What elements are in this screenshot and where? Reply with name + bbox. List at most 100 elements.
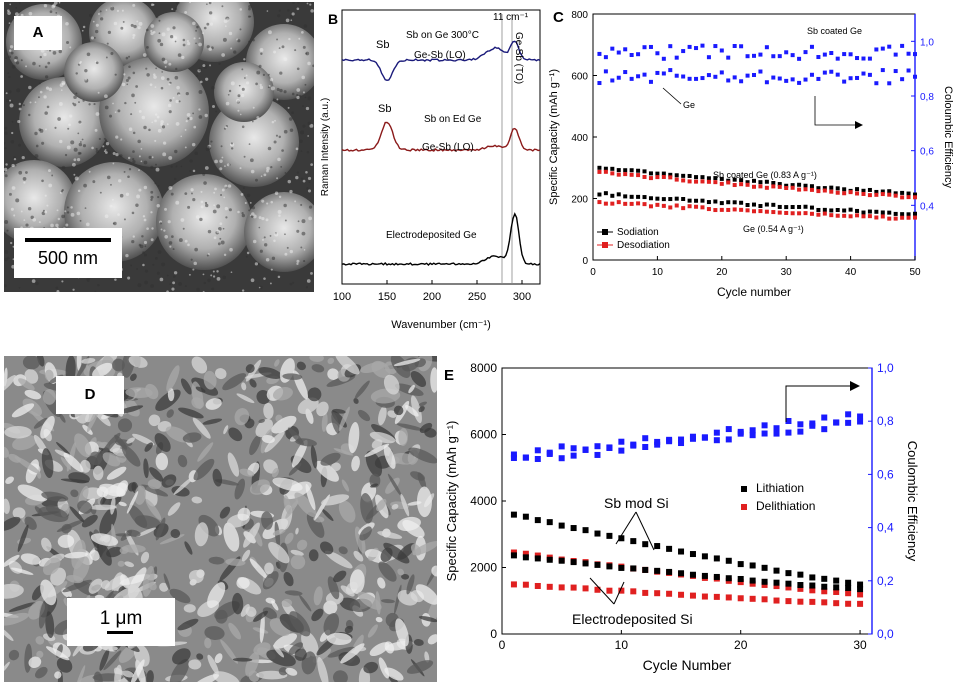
sem-grain [158,32,161,35]
sem-grain [117,213,120,216]
sem-grain [5,163,8,166]
scale-label-d: 1 μm [99,608,143,629]
sem-flake [128,504,148,528]
data-point [713,555,720,562]
sem-flake [178,407,204,419]
sem-grain [58,2,61,4]
sem-grain [161,32,166,37]
data-point [913,215,917,220]
efficiency-point [861,71,866,76]
sem-flake [125,387,153,398]
sem-grain [262,238,264,241]
sem-flake [56,657,73,673]
data-point [749,595,756,602]
sem-flake [205,398,222,410]
sem-grain [188,273,191,276]
sem-grain [110,183,112,186]
sem-grain [95,29,99,34]
sem-grain [84,207,87,210]
sem-grain [94,128,98,132]
annot-sb-on-ge: Sb on Ge 300°C [406,30,479,41]
x-tick-label-b: 100 [333,291,351,303]
sem-flake [384,667,404,681]
sem-flake [291,439,308,468]
efficiency-point [700,76,705,81]
efficiency-point [713,437,720,444]
sem-flake [126,529,141,537]
sem-grain [85,222,90,227]
sem-flake [4,627,14,642]
sem-grain [227,184,232,188]
sem-flake [97,541,112,566]
x-axis-label: Cycle Number [643,657,732,673]
x-tick-label: 10 [615,638,629,652]
data-point [797,582,804,589]
sem-flake [369,431,396,444]
data-point [726,200,731,205]
sem-grain [186,112,191,117]
data-point [913,211,917,216]
sem-grain [184,192,188,196]
sem-grain [215,110,218,113]
data-point [654,567,661,574]
sem-grain [297,2,300,4]
sem-grain [98,137,101,141]
sem-grain [150,165,154,169]
sem-grain [82,144,87,148]
data-point [857,581,864,588]
data-point [790,205,795,210]
sem-grain [224,165,226,168]
sem-grain [55,11,58,14]
sem-grain [248,209,251,212]
sem-grain [105,142,110,146]
sem-flake [377,531,403,539]
sem-flake [296,361,306,371]
sem-grain [15,198,20,203]
x-tick-label-b: 250 [468,291,486,303]
data-point [857,591,864,598]
sem-grain [25,223,29,227]
data-point [674,177,679,182]
sem-flake [12,507,26,519]
sem-grain [191,142,196,147]
sem-flake [353,398,359,404]
sem-grain [258,216,262,219]
sem-grain [221,53,226,57]
sem-grain [233,50,237,54]
sem-grain [136,267,139,270]
sem-grain [225,216,228,219]
sem-grain [192,169,196,173]
sem-grain [259,83,262,87]
sem-grain [82,25,86,29]
sem-flake [344,625,353,634]
sem-grain [170,165,173,168]
sem-grain [109,204,113,208]
sem-grain [308,205,313,209]
sem-flake [391,503,399,510]
sem-grain [73,173,76,176]
sem-grain [195,42,197,45]
sem-grain [5,57,8,60]
data-point [857,600,864,607]
sem-grain [271,120,275,124]
sem-grain [184,146,187,149]
sem-grain [157,184,160,187]
efficiency-point [874,81,879,86]
sem-grain [288,37,291,41]
x-tick-label: 30 [853,638,867,652]
sem-flake [24,369,39,384]
sem-flake [263,402,274,420]
efficiency-point [725,436,732,443]
sem-grain [296,93,299,97]
data-point [855,191,860,196]
efficiency-point [874,47,879,52]
sem-grain [297,220,300,223]
sem-grain [255,178,258,182]
x-axis-label: Cycle number [717,285,791,299]
sem-grain [199,217,203,222]
sem-flake [103,645,118,651]
sem-flake [56,441,71,456]
sem-grain [118,179,122,183]
sem-grain [30,215,34,220]
sem-grain [21,156,25,160]
